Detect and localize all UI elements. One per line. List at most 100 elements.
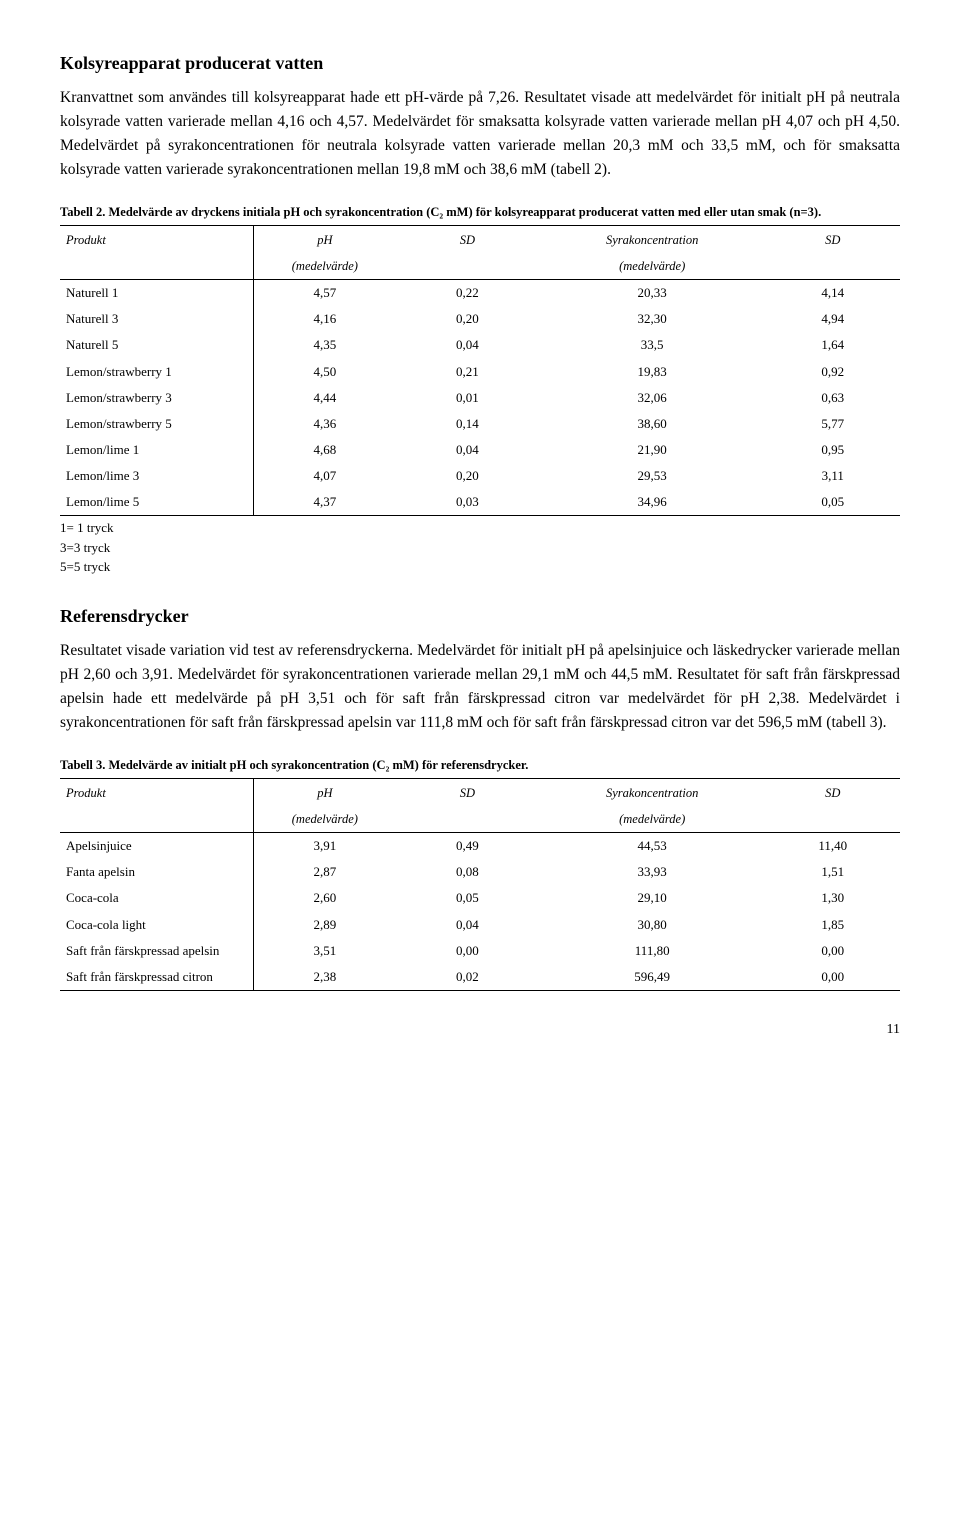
footnote-line: 3=3 tryck — [60, 538, 900, 558]
table-cell: 0,05 — [396, 885, 539, 911]
table-cell: 1,85 — [766, 912, 900, 938]
table-cell: 1,30 — [766, 885, 900, 911]
table2-header-sd2: SD — [766, 226, 900, 254]
table-cell: Naturell 1 — [60, 280, 253, 307]
table-cell: 0,22 — [396, 280, 539, 307]
table-cell: 4,14 — [766, 280, 900, 307]
table-cell: 0,92 — [766, 359, 900, 385]
table-cell: 1,51 — [766, 859, 900, 885]
table-cell: 33,93 — [539, 859, 766, 885]
table-cell: Fanta apelsin — [60, 859, 253, 885]
section-paragraph-kolsyre: Kranvattnet som användes till kolsyreapp… — [60, 86, 900, 182]
table-cell: 38,60 — [539, 411, 766, 437]
table-cell: 4,68 — [253, 437, 396, 463]
table2-subheader-ph: (medelvärde) — [253, 254, 396, 280]
table2-caption: Tabell 2. Medelvärde av dryckens initial… — [60, 204, 900, 222]
table-cell: 4,16 — [253, 306, 396, 332]
table-row: Fanta apelsin2,870,0833,931,51 — [60, 859, 900, 885]
table-row: Naturell 14,570,2220,334,14 — [60, 280, 900, 307]
table-cell: 0,04 — [396, 437, 539, 463]
table-row: Lemon/lime 34,070,2029,533,11 — [60, 463, 900, 489]
table-row: Saft från färskpressad apelsin3,510,0011… — [60, 938, 900, 964]
table-cell: 4,94 — [766, 306, 900, 332]
table3-subheader-blank2 — [396, 807, 539, 833]
section-heading-referens: Referensdrycker — [60, 603, 900, 631]
table-cell: 4,36 — [253, 411, 396, 437]
table-cell: 2,89 — [253, 912, 396, 938]
table-cell: 3,91 — [253, 833, 396, 860]
table-cell: 0,02 — [396, 964, 539, 991]
table3: Produkt pH SD Syrakoncentration SD (mede… — [60, 778, 900, 991]
table-cell: Saft från färskpressad apelsin — [60, 938, 253, 964]
table-cell: 0,00 — [396, 938, 539, 964]
table-cell: 4,44 — [253, 385, 396, 411]
table-cell: 2,87 — [253, 859, 396, 885]
table-cell: Lemon/lime 1 — [60, 437, 253, 463]
table-cell: 2,38 — [253, 964, 396, 991]
table-cell: 30,80 — [539, 912, 766, 938]
table-cell: 4,50 — [253, 359, 396, 385]
table-cell: 19,83 — [539, 359, 766, 385]
footnote-line: 1= 1 tryck — [60, 518, 900, 538]
table-cell: 4,57 — [253, 280, 396, 307]
table-cell: 0,14 — [396, 411, 539, 437]
table-cell: Lemon/strawberry 1 — [60, 359, 253, 385]
table2-header-sd: SD — [396, 226, 539, 254]
table2-footnotes: 1= 1 tryck3=3 tryck5=5 tryck — [60, 518, 900, 577]
table3-subheader-blank3 — [766, 807, 900, 833]
table2-subheader-blank2 — [396, 254, 539, 280]
table-cell: 0,04 — [396, 332, 539, 358]
table-cell: 0,05 — [766, 489, 900, 516]
table3-header-conc: Syrakoncentration — [539, 779, 766, 807]
table-cell: 21,90 — [539, 437, 766, 463]
table-cell: 32,06 — [539, 385, 766, 411]
table-cell: 0,00 — [766, 964, 900, 991]
table2-header-conc: Syrakoncentration — [539, 226, 766, 254]
table2-header-ph: pH — [253, 226, 396, 254]
table-cell: 111,80 — [539, 938, 766, 964]
table-cell: 4,37 — [253, 489, 396, 516]
table-cell: Lemon/lime 3 — [60, 463, 253, 489]
table-cell: 0,20 — [396, 463, 539, 489]
table-cell: 0,08 — [396, 859, 539, 885]
table2: Produkt pH SD Syrakoncentration SD (mede… — [60, 225, 900, 516]
table-cell: 34,96 — [539, 489, 766, 516]
table-cell: 4,35 — [253, 332, 396, 358]
table2-header-produkt: Produkt — [60, 226, 253, 254]
table-row: Apelsinjuice3,910,4944,5311,40 — [60, 833, 900, 860]
table2-subheader-conc: (medelvärde) — [539, 254, 766, 280]
table-row: Coca-cola light2,890,0430,801,85 — [60, 912, 900, 938]
table3-header-sd2: SD — [766, 779, 900, 807]
table-cell: Coca-cola light — [60, 912, 253, 938]
table-cell: Lemon/lime 5 — [60, 489, 253, 516]
table-cell: 11,40 — [766, 833, 900, 860]
table-cell: 0,20 — [396, 306, 539, 332]
section-heading-kolsyre: Kolsyreapparat producerat vatten — [60, 50, 900, 78]
table-cell: Saft från färskpressad citron — [60, 964, 253, 991]
table3-subheader-ph: (medelvärde) — [253, 807, 396, 833]
table-cell: Lemon/strawberry 5 — [60, 411, 253, 437]
table3-header-produkt: Produkt — [60, 779, 253, 807]
table-cell: 3,51 — [253, 938, 396, 964]
table-cell: Lemon/strawberry 3 — [60, 385, 253, 411]
table-cell: 0,04 — [396, 912, 539, 938]
table-cell: 5,77 — [766, 411, 900, 437]
table-row: Lemon/lime 54,370,0334,960,05 — [60, 489, 900, 516]
table-row: Naturell 54,350,0433,51,64 — [60, 332, 900, 358]
table-row: Lemon/strawberry 54,360,1438,605,77 — [60, 411, 900, 437]
table-cell: 4,07 — [253, 463, 396, 489]
table-cell: Naturell 5 — [60, 332, 253, 358]
table-cell: 0,01 — [396, 385, 539, 411]
table-row: Lemon/strawberry 34,440,0132,060,63 — [60, 385, 900, 411]
table-cell: 44,53 — [539, 833, 766, 860]
table3-subheader-conc: (medelvärde) — [539, 807, 766, 833]
table-cell: 0,21 — [396, 359, 539, 385]
table-row: Saft från färskpressad citron2,380,02596… — [60, 964, 900, 991]
table-row: Coca-cola2,600,0529,101,30 — [60, 885, 900, 911]
table-cell: Naturell 3 — [60, 306, 253, 332]
table-cell: Apelsinjuice — [60, 833, 253, 860]
table3-header-sd: SD — [396, 779, 539, 807]
page-number: 11 — [60, 1019, 900, 1041]
table-cell: 0,49 — [396, 833, 539, 860]
table-cell: 0,00 — [766, 938, 900, 964]
